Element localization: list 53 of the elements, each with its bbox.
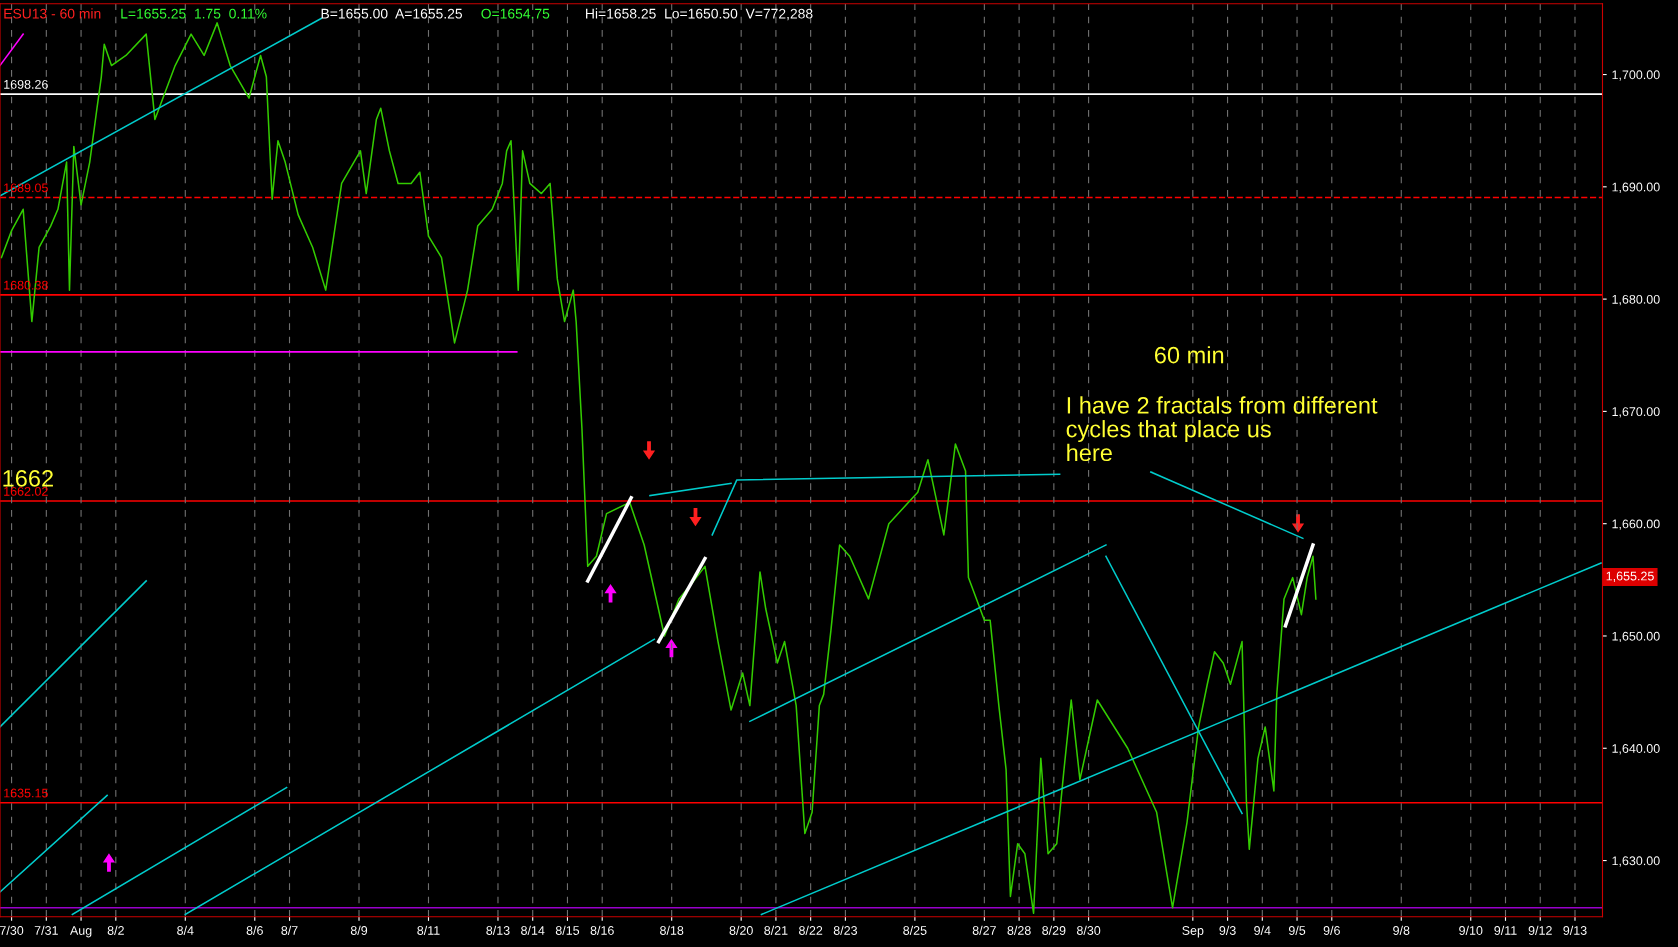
y-tick-label: 1,640.00	[1612, 744, 1660, 755]
x-tick-label: 9/8	[1393, 925, 1410, 935]
x-tick-label: 8/23	[833, 925, 858, 935]
x-tick-label: 8/28	[1007, 925, 1031, 935]
y-tick-label: 1,700.00	[1612, 70, 1660, 81]
x-tick-label: Sep	[1182, 926, 1204, 938]
annotation: Hi=1658.25 Lo=1650.50 V=772,288	[586, 8, 813, 21]
y-tick-label: 1,630.00	[1612, 856, 1660, 867]
annotation: B=1655.00 A=1655.25	[321, 8, 463, 19]
x-tick-label: 8/20	[729, 925, 753, 935]
x-tick-label: 9/10	[1459, 925, 1483, 935]
x-tick-label: 8/30	[1076, 925, 1101, 935]
x-tick-label: 8/29	[1042, 925, 1066, 935]
y-tick-label: 1,680.00	[1612, 294, 1660, 306]
x-tick-label: 8/18	[660, 925, 684, 935]
y-tick-label: 1,660.00	[1612, 519, 1660, 530]
x-tick-label: 8/21	[764, 925, 788, 935]
x-tick-label: 9/4	[1254, 925, 1271, 935]
annotation: 1662	[3, 469, 53, 487]
x-tick-label: 8/9	[350, 925, 368, 935]
x-tick-label: 8/25	[903, 925, 927, 935]
ref-line-label: 1662.02	[4, 486, 48, 496]
annotation: ESU13 - 60 min	[4, 8, 101, 19]
x-tick-label: 8/15	[555, 925, 580, 935]
annotation: I have 2 fractals from different cycles that place us here	[1066, 396, 1378, 462]
x-tick-label: 9/11	[1494, 925, 1517, 935]
ref-line-label: 1698.26	[4, 79, 48, 89]
x-tick-label: 7/30	[0, 925, 24, 935]
x-tick-label: 8/27	[972, 925, 996, 935]
ref-line-label: 1635.15	[4, 788, 48, 798]
x-tick-label: 8/7	[281, 925, 298, 935]
y-tick-label: 1,650.00	[1612, 631, 1660, 643]
x-tick-label: 8/6	[246, 925, 263, 935]
x-tick-label: 9/13	[1563, 925, 1587, 935]
x-tick-label: 9/12	[1528, 925, 1552, 935]
x-tick-label: 9/5	[1288, 925, 1306, 935]
annotation: 60 min	[1154, 346, 1224, 364]
x-tick-label: 8/14	[521, 925, 545, 935]
x-tick-label: 9/3	[1219, 925, 1236, 935]
x-tick-label: 9/6	[1323, 925, 1340, 935]
x-tick-label: 8/13	[486, 925, 510, 935]
x-tick-label: 8/4	[177, 925, 194, 935]
x-tick-label: 8/11	[417, 925, 440, 935]
x-tick-label: 7/31	[34, 925, 58, 935]
annotation: O=1654.75	[481, 8, 550, 19]
y-tick-label: 1,690.00	[1612, 182, 1660, 193]
x-tick-label: 8/22	[799, 925, 823, 935]
x-tick-label: Aug	[69, 926, 92, 938]
x-tick-label: 8/2	[107, 925, 124, 935]
text: 1,655.25	[1606, 571, 1654, 582]
x-tick-label: 8/16	[590, 925, 614, 935]
annotation: L=1655.25 1.75 0.11%	[121, 8, 267, 19]
y-tick-label: 1,670.00	[1612, 407, 1660, 418]
